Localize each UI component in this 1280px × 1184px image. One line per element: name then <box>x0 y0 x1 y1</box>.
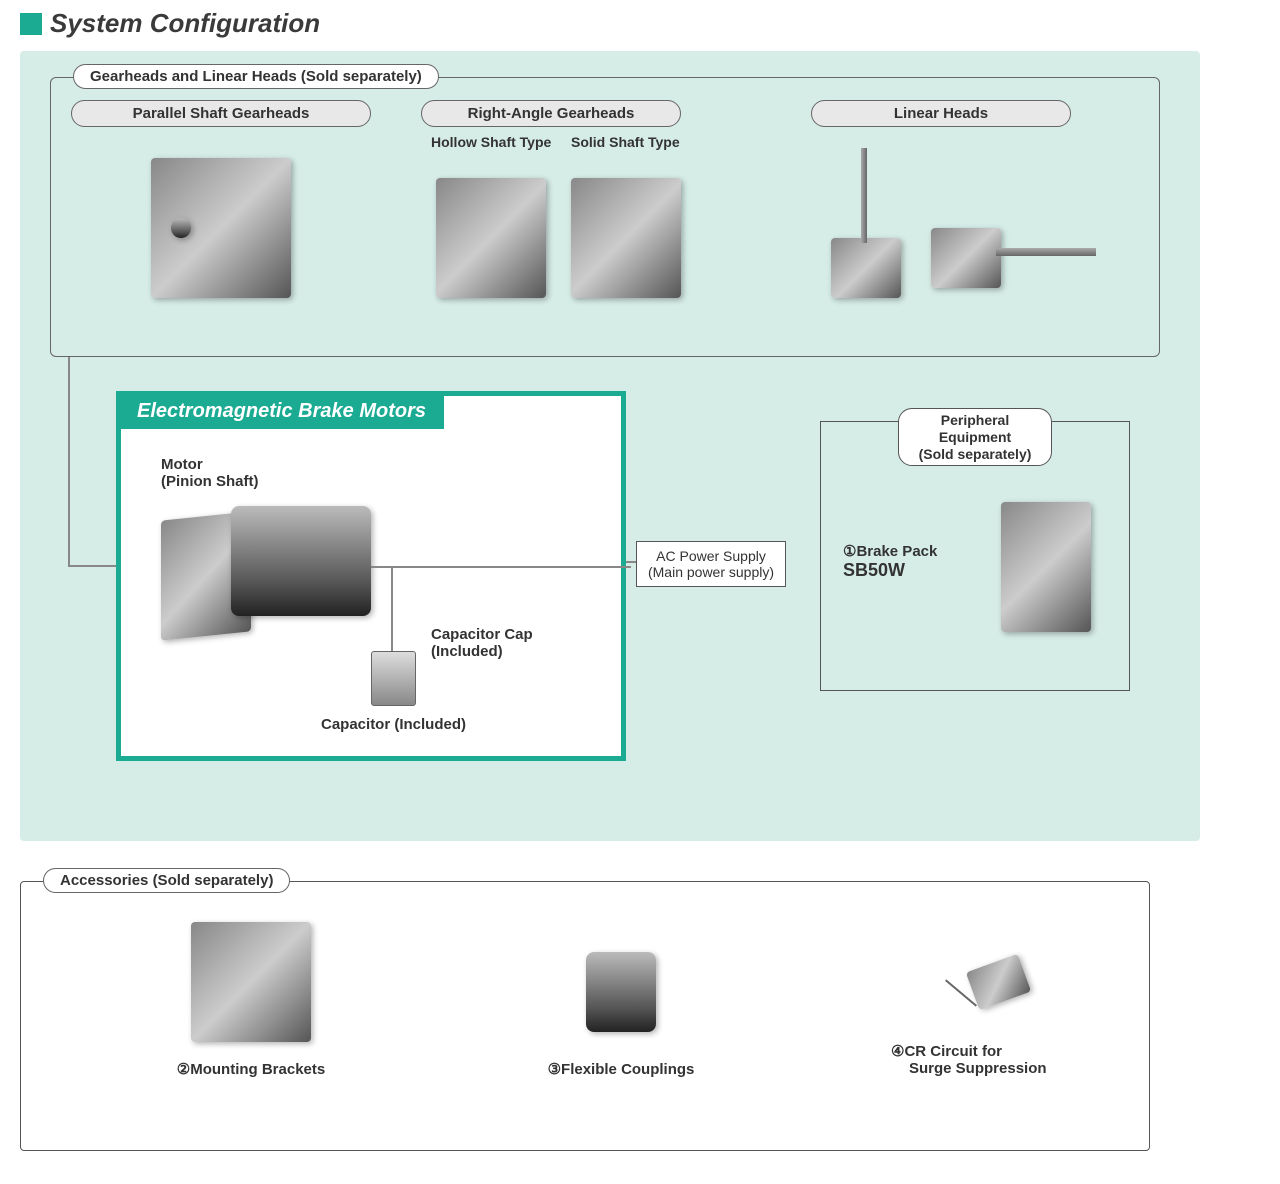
accessory-caption-3: ④CR Circuit for Surge Suppression <box>881 1042 1101 1077</box>
accessory-item-1: ②Mounting Brackets <box>151 922 351 1078</box>
motor-cylinder <box>231 506 371 616</box>
peripheral-box: Peripheral Equipment (Sold separately) ①… <box>820 421 1130 691</box>
power-connector <box>626 561 636 563</box>
power-supply-box: AC Power Supply (Main power supply) <box>636 541 786 587</box>
linear-shaft-1 <box>861 148 867 243</box>
capacitor-image <box>371 651 416 706</box>
page-title: System Configuration <box>50 8 320 39</box>
capacitor-cap-l1: Capacitor Cap <box>431 626 533 643</box>
capacitor-cap-l2: (Included) <box>431 643 503 660</box>
flexible-coupling-image <box>586 952 656 1032</box>
accessories-box: Accessories (Sold separately) ②Mounting … <box>20 881 1150 1151</box>
shaft-detail <box>171 218 191 238</box>
cr-circuit-image <box>966 954 1031 1010</box>
solid-gearhead-image <box>571 178 681 298</box>
peripheral-label: Peripheral Equipment (Sold separately) <box>898 408 1052 466</box>
acc3-l2: Surge Suppression <box>891 1060 1047 1077</box>
parallel-shaft-label: Parallel Shaft Gearheads <box>71 100 371 127</box>
brake-pack-model: SB50W <box>843 560 905 580</box>
main-panel: Gearheads and Linear Heads (Sold separat… <box>20 51 1200 841</box>
accessory-item-2: ③Flexible Couplings <box>521 952 721 1078</box>
hollow-gearhead-image <box>436 178 546 298</box>
hollow-shaft-label: Hollow Shaft Type <box>431 134 551 150</box>
accessory-item-3: ④CR Circuit for Surge Suppression <box>881 962 1101 1077</box>
page-title-row: System Configuration <box>0 0 1280 51</box>
motor-label: Motor (Pinion Shaft) <box>161 456 259 490</box>
accessories-panel: Accessories (Sold separately) ②Mounting … <box>20 881 1200 1151</box>
gearheads-fieldset: Gearheads and Linear Heads (Sold separat… <box>50 77 1160 357</box>
linear-shaft-2 <box>996 248 1096 256</box>
motor-cap-line <box>391 566 393 656</box>
motor-label-line2: (Pinion Shaft) <box>161 473 259 490</box>
capacitor-label: Capacitor (Included) <box>321 716 466 733</box>
power-line2: (Main power supply) <box>647 564 775 580</box>
peripheral-l2: (Sold separately) <box>919 446 1032 462</box>
brake-pack-image <box>1001 502 1091 632</box>
right-angle-label: Right-Angle Gearheads <box>421 100 681 127</box>
peripheral-l1: Peripheral Equipment <box>939 412 1011 445</box>
accessories-label: Accessories (Sold separately) <box>43 868 290 893</box>
solid-shaft-label: Solid Shaft Type <box>571 134 680 150</box>
acc3-l1: ④CR Circuit for <box>891 1043 1002 1060</box>
highlight-box: Electromagnetic Brake Motors Motor (Pini… <box>116 391 626 761</box>
connector-horizontal <box>68 565 118 567</box>
title-square-icon <box>20 13 42 35</box>
highlight-title: Electromagnetic Brake Motors <box>119 394 444 429</box>
connector-vertical <box>68 357 70 567</box>
linear-head-image-1 <box>831 238 901 298</box>
brake-pack-label: ①Brake Pack SB50W <box>843 542 937 581</box>
linear-heads-label: Linear Heads <box>811 100 1071 127</box>
motor-label-line1: Motor <box>161 456 203 473</box>
brake-pack-prefix: ①Brake Pack <box>843 543 937 560</box>
motor-power-line <box>371 566 631 568</box>
linear-head-image-2 <box>931 228 1001 288</box>
mounting-bracket-image <box>191 922 311 1042</box>
capacitor-cap-label: Capacitor Cap (Included) <box>431 626 533 660</box>
accessory-caption-1: ②Mounting Brackets <box>151 1060 351 1078</box>
accessory-caption-2: ③Flexible Couplings <box>521 1060 721 1078</box>
gearheads-label: Gearheads and Linear Heads (Sold separat… <box>73 64 439 89</box>
power-line1: AC Power Supply <box>647 548 775 564</box>
